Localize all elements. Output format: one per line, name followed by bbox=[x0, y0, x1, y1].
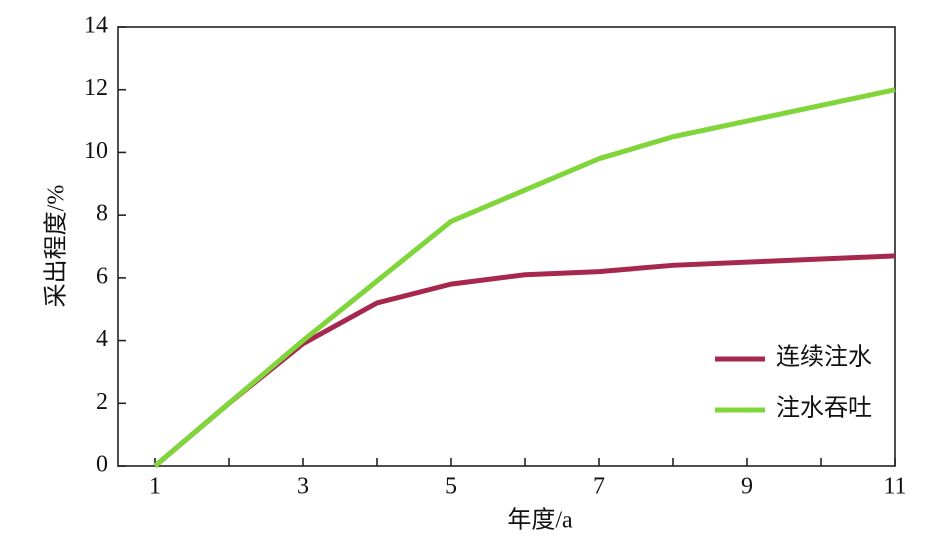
y-tick-label: 4 bbox=[96, 326, 108, 352]
series-line bbox=[153, 87, 896, 468]
legend-label: 注水吞吐 bbox=[776, 395, 872, 422]
y-tick-label: 0 bbox=[96, 452, 108, 478]
x-tick-label: 11 bbox=[883, 474, 906, 500]
x-tick-label: 7 bbox=[593, 474, 605, 500]
plot-frame bbox=[117, 26, 896, 467]
y-tick-label: 10 bbox=[84, 138, 108, 164]
y-axis-label: 采出程度/% bbox=[43, 185, 70, 308]
x-tick-label: 9 bbox=[741, 474, 753, 500]
legend-label: 连续注水 bbox=[776, 344, 872, 371]
x-tick-label: 5 bbox=[445, 474, 457, 500]
y-tick-label: 14 bbox=[84, 13, 108, 39]
x-tick-label: 1 bbox=[149, 474, 161, 500]
y-tick-label: 2 bbox=[96, 389, 108, 415]
x-tick-label: 3 bbox=[297, 474, 309, 500]
y-tick-label: 12 bbox=[84, 75, 108, 101]
x-axis-label: 年度/a bbox=[507, 507, 573, 534]
y-tick-label: 6 bbox=[96, 263, 108, 289]
y-tick-label: 8 bbox=[96, 201, 108, 227]
